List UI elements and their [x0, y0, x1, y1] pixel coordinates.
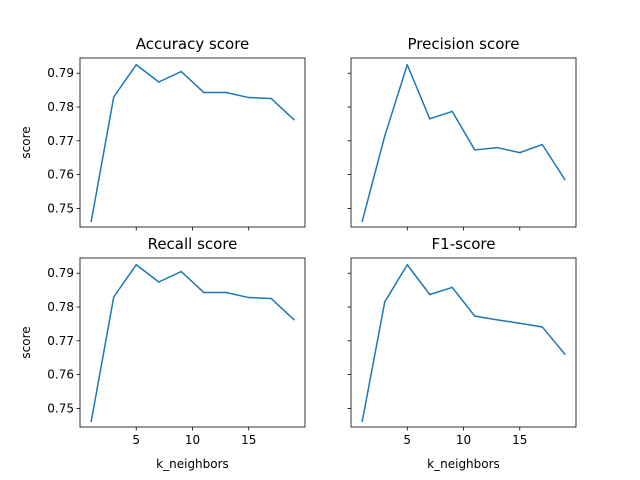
subplot-4: F1-score 5 10 15 k_neighbors — [347, 235, 577, 471]
data-point — [451, 110, 454, 113]
subplot-1: Accuracy score 0.75 0.76 0.77 0.78 0.79 score — [19, 35, 306, 231]
series-line — [361, 264, 566, 423]
data-point — [180, 70, 183, 73]
x-tick-label: 15 — [512, 433, 527, 447]
subplot-2: Precision score — [347, 35, 577, 231]
y-tick-label: 0.79 — [47, 266, 74, 280]
x-tick-label: 15 — [241, 433, 256, 447]
axes-frame — [79, 257, 306, 428]
data-point — [428, 118, 431, 120]
y-axis-label: score — [19, 326, 33, 358]
data-point — [383, 135, 386, 137]
data-point — [473, 315, 476, 317]
x-tick-label: 5 — [132, 433, 140, 447]
data-point — [541, 326, 544, 328]
data-point — [496, 319, 499, 321]
data-point — [135, 263, 138, 266]
y-axis-label: score — [19, 126, 33, 158]
y-tick-label: 0.75 — [47, 401, 74, 415]
data-point — [157, 81, 160, 83]
data-point — [225, 291, 228, 294]
data-point — [406, 263, 409, 266]
data-point — [361, 220, 364, 223]
y-tick-label: 0.78 — [47, 100, 74, 114]
data-point — [225, 91, 228, 94]
series-line — [90, 264, 295, 423]
y-tick-label: 0.75 — [47, 201, 74, 215]
y-tick-label: 0.77 — [47, 134, 74, 148]
data-point — [270, 297, 273, 300]
data-point — [112, 296, 115, 298]
subplot-3: Recall score 5 10 15 0.75 0.76 0.77 0.78 0.79 k_n… — [19, 235, 306, 471]
axes-frame — [350, 57, 577, 228]
data-point — [90, 220, 93, 223]
series-line — [90, 64, 295, 223]
data-point — [270, 97, 273, 100]
data-point — [247, 96, 250, 99]
subplot-title: Precision score — [407, 35, 519, 53]
y-tick-label: 0.76 — [47, 168, 74, 182]
subplot-title: F1-score — [432, 235, 496, 253]
data-point — [292, 318, 295, 321]
subplot-title: Recall score — [148, 235, 238, 253]
data-point — [518, 151, 521, 154]
axes-frame — [79, 57, 306, 228]
y-tick-label: 0.76 — [47, 368, 74, 382]
data-point — [541, 143, 544, 146]
data-point — [496, 146, 499, 149]
data-point — [451, 286, 454, 289]
x-axis-label: k_neighbors — [156, 457, 229, 471]
data-point — [90, 420, 93, 423]
data-point — [406, 63, 409, 66]
data-point — [428, 293, 431, 296]
x-axis-label: k_neighbors — [427, 457, 500, 471]
axes-frame — [350, 257, 577, 428]
data-point — [135, 63, 138, 66]
data-point — [361, 420, 364, 423]
data-point — [157, 281, 160, 283]
data-point — [292, 118, 295, 121]
data-point — [563, 178, 566, 181]
data-point — [473, 149, 476, 151]
series-line — [361, 64, 566, 223]
x-tick-label: 10 — [185, 433, 200, 447]
data-point — [202, 291, 205, 294]
y-tick-label: 0.77 — [47, 334, 74, 348]
data-point — [563, 353, 566, 355]
data-point — [247, 296, 250, 299]
subplot-title: Accuracy score — [136, 35, 250, 53]
data-point — [383, 301, 386, 303]
data-point — [518, 322, 521, 325]
x-tick-label: 5 — [403, 433, 411, 447]
x-tick-label: 10 — [456, 433, 471, 447]
data-point — [180, 270, 183, 273]
data-point — [202, 91, 205, 94]
y-tick-label: 0.79 — [47, 66, 74, 80]
y-tick-label: 0.78 — [47, 300, 74, 314]
data-point — [112, 96, 115, 98]
